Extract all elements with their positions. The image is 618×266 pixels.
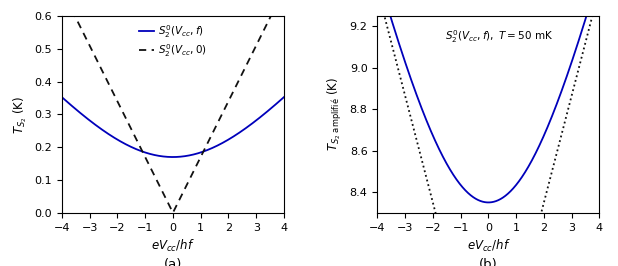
Text: $S_2^0(V_{cc}, f),\ T = 50\ \mathrm{mK}$: $S_2^0(V_{cc}, f),\ T = 50\ \mathrm{mK}$ <box>446 28 554 45</box>
X-axis label: $eV_{cc}/hf$: $eV_{cc}/hf$ <box>467 238 510 254</box>
Y-axis label: $T_{S_2}$ (K): $T_{S_2}$ (K) <box>11 95 29 134</box>
Y-axis label: $T_{S_2 \mathrm{\ amplifié}}$ (K): $T_{S_2 \mathrm{\ amplifié}}$ (K) <box>326 77 344 151</box>
Text: (b): (b) <box>479 258 497 266</box>
Legend: $S_2^0(V_{cc}, f)$, $S_2^0(V_{cc}, 0)$: $S_2^0(V_{cc}, f)$, $S_2^0(V_{cc}, 0)$ <box>137 21 210 61</box>
Text: (a): (a) <box>164 258 182 266</box>
X-axis label: $eV_{cc}/hf$: $eV_{cc}/hf$ <box>151 238 195 254</box>
